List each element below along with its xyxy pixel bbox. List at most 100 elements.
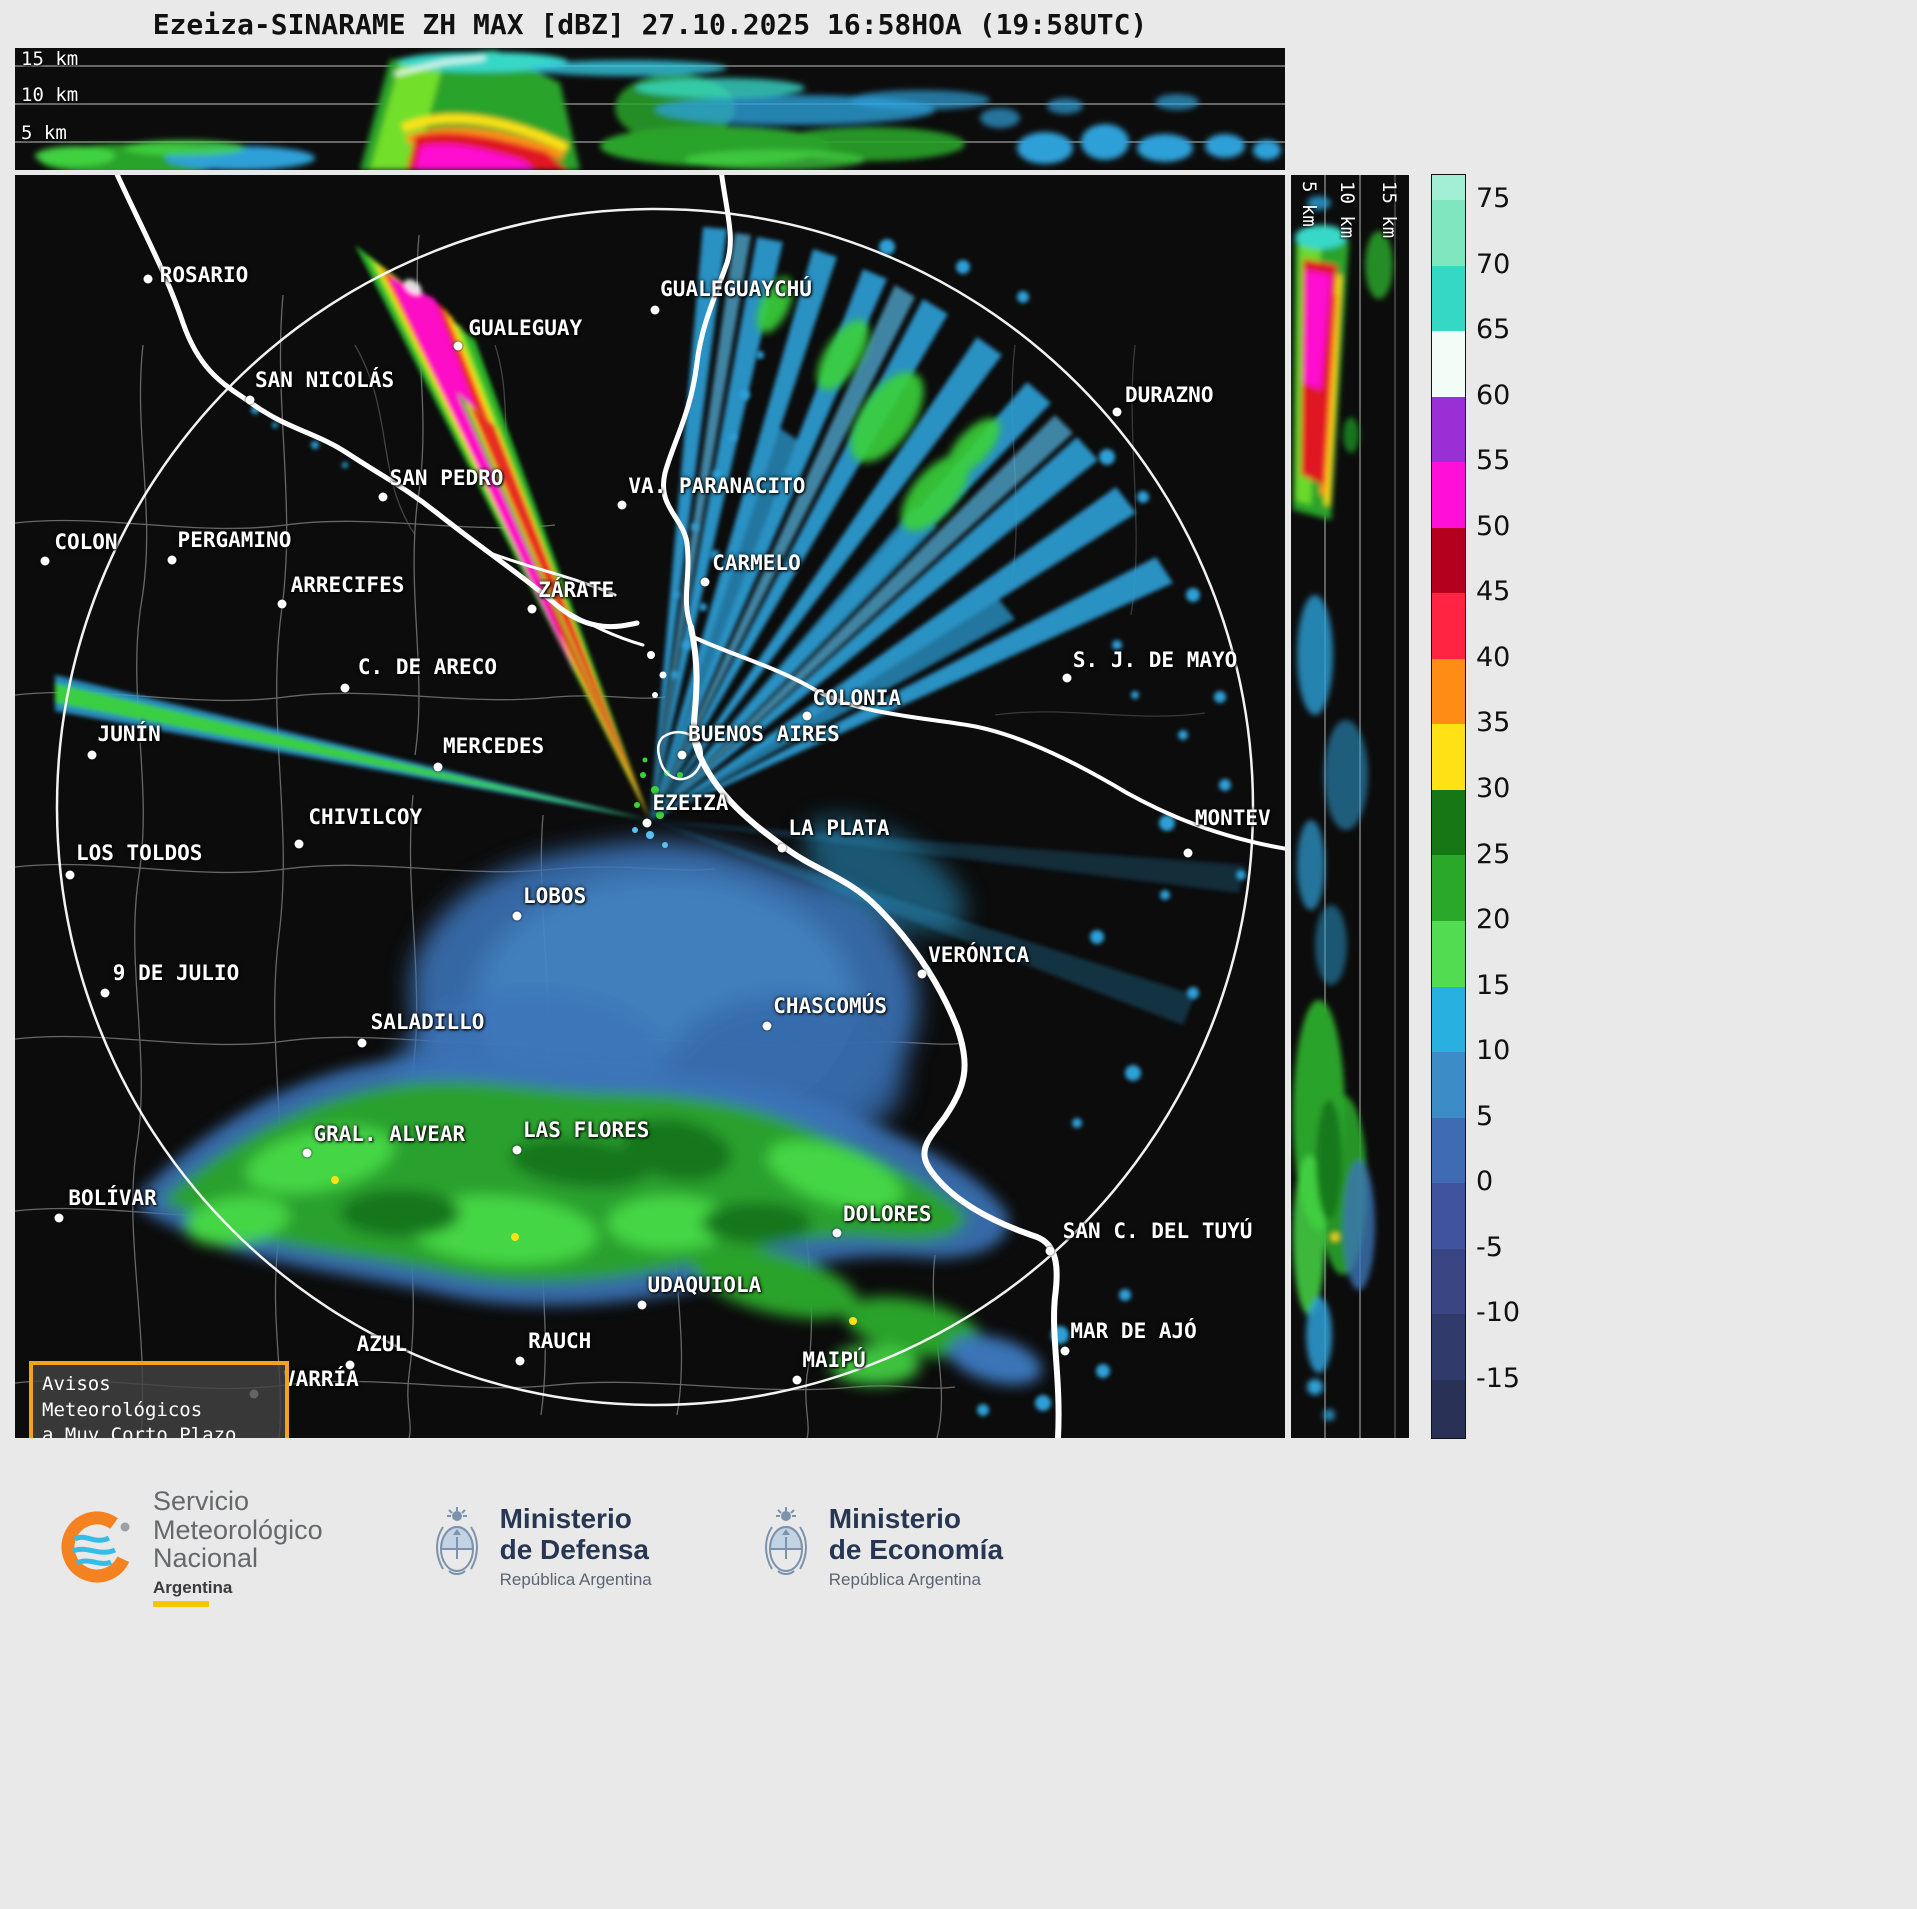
colorbar-segment bbox=[1432, 1379, 1465, 1438]
echo-west-streak bbox=[55, 675, 650, 820]
colorbar-tick-label: -5 bbox=[1476, 1231, 1503, 1263]
city-label: SAN C. DEL TUYÚ bbox=[1062, 1218, 1253, 1243]
city-dot bbox=[917, 969, 927, 979]
colorbar: 75 70 65 60 55 50 45 40 35 30 25 20 15 10 5 0 -5 -10 -15 bbox=[1431, 174, 1572, 1439]
height-label-5km-v: 5 km bbox=[1298, 181, 1320, 227]
city-dot bbox=[637, 1300, 647, 1310]
smn-logo-icon bbox=[61, 1511, 133, 1583]
city-label: SALADILLO bbox=[370, 1010, 485, 1035]
city-label: MONTEV bbox=[1194, 805, 1271, 830]
echo-scattered-dots bbox=[251, 239, 1246, 1416]
colorbar-segment bbox=[1432, 1117, 1465, 1184]
city-label: EZEIZA bbox=[652, 790, 729, 815]
echo-south-green-band bbox=[138, 1057, 1042, 1385]
colorbar-segment bbox=[1432, 175, 1465, 200]
colorbar-tick-label: 30 bbox=[1476, 773, 1511, 804]
city-dot bbox=[143, 274, 153, 284]
city-dot bbox=[642, 818, 652, 828]
city-dot bbox=[617, 500, 627, 510]
defensa-logo-block: Ministerio de Defensa República Argentin… bbox=[428, 1503, 652, 1590]
city-label: C. DE ARECO bbox=[357, 655, 497, 680]
colorbar-segment bbox=[1432, 921, 1465, 987]
argentina-coat-of-arms-icon bbox=[435, 1506, 478, 1575]
city-label: LA PLATA bbox=[788, 815, 890, 840]
cross-section-top-art bbox=[15, 48, 1285, 170]
colorbar-segment bbox=[1432, 658, 1465, 725]
defensa-line2: de Defensa bbox=[499, 1533, 649, 1565]
defensa-line3: República Argentina bbox=[499, 1569, 652, 1589]
height-label-5km: 5 km bbox=[21, 122, 67, 144]
city-label: PERGAMINO bbox=[177, 527, 292, 552]
city-label: RAUCH bbox=[528, 1328, 592, 1353]
colorbar-tick-label: 5 bbox=[1476, 1100, 1494, 1132]
city-dot bbox=[1183, 848, 1193, 858]
rivers-coastline bbox=[114, 175, 1285, 1438]
city-layer: ROSARIO GUALEGUAYCHÚ GUALEGUAY SAN NICOLÁS D… bbox=[15, 175, 1285, 1438]
echo-cross-top bbox=[35, 50, 1281, 170]
city-dot bbox=[677, 750, 687, 760]
warning-box[interactable]: Avisos Meteorológicos a Muy Corto Plazo bbox=[29, 1361, 289, 1438]
city-dot bbox=[832, 1228, 842, 1238]
city-label: GUALEGUAYCHÚ bbox=[660, 276, 812, 301]
colorbar-segment bbox=[1432, 265, 1465, 332]
city-label: MERCEDES bbox=[442, 733, 545, 758]
cross-section-right-art bbox=[1291, 175, 1409, 1438]
city-dot bbox=[167, 555, 177, 565]
city-dot bbox=[302, 1148, 312, 1158]
city-label: VA. PARANACITO bbox=[628, 473, 806, 498]
city-dot bbox=[527, 604, 537, 614]
colorbar-segment bbox=[1432, 1052, 1465, 1118]
colorbar-segment bbox=[1432, 789, 1465, 856]
city-label: ZÁRATE bbox=[538, 578, 615, 603]
city-dot bbox=[1045, 1246, 1055, 1256]
smn-name-line1: Servicio bbox=[153, 1486, 250, 1516]
warning-line-2: a Muy Corto Plazo bbox=[42, 1424, 237, 1438]
footer: Servicio Meteorológico Nacional Argentin… bbox=[0, 1445, 1917, 1909]
city-label: GRAL. ALVEAR bbox=[313, 1121, 466, 1146]
city-label: VERÓNICA bbox=[928, 943, 1030, 968]
colorbar-tick-label: 65 bbox=[1476, 314, 1511, 346]
city-dot bbox=[792, 1375, 802, 1385]
colorbar-segment bbox=[1432, 724, 1465, 790]
city-dot bbox=[802, 711, 812, 721]
city-label: LAS FLORES bbox=[523, 1117, 650, 1142]
colorbar-tick-label: 25 bbox=[1476, 838, 1511, 870]
defensa-line1: Ministerio bbox=[499, 1503, 632, 1535]
city-dot bbox=[1062, 673, 1072, 683]
city-label: CARMELO bbox=[712, 550, 801, 575]
city-dot bbox=[650, 305, 660, 315]
city-dot bbox=[1112, 407, 1122, 417]
city-label: GUALEGUAY bbox=[468, 315, 583, 340]
colorbar-tick-label: 0 bbox=[1476, 1166, 1494, 1198]
argentina-coat-of-arms-icon bbox=[764, 1506, 807, 1575]
city-dot bbox=[245, 395, 255, 405]
colorbar-tick-label: 10 bbox=[1476, 1035, 1511, 1067]
colorbar-segment bbox=[1432, 986, 1465, 1053]
warning-line-1: Avisos Meteorológicos bbox=[42, 1373, 203, 1421]
colorbar-segment bbox=[1432, 1183, 1465, 1249]
city-dot bbox=[294, 839, 304, 849]
smn-logo-block: Servicio Meteorológico Nacional Argentin… bbox=[55, 1487, 323, 1607]
city-dot bbox=[433, 762, 443, 772]
range-ring bbox=[55, 207, 1255, 1407]
city-dot bbox=[515, 1356, 525, 1366]
city-label: CHASCOMÚS bbox=[773, 993, 887, 1018]
page-title: Ezeiza-SINARAME ZH MAX [dBZ] 27.10.2025 … bbox=[152, 8, 1148, 41]
height-label-10km: 10 km bbox=[21, 84, 79, 106]
city-dot bbox=[378, 492, 388, 502]
city-label: SAN PEDRO bbox=[389, 466, 504, 491]
radar-map-panel: ROSARIO GUALEGUAYCHÚ GUALEGUAY SAN NICOLÁS D… bbox=[15, 175, 1285, 1438]
echo-center-speckle bbox=[632, 757, 683, 848]
economia-logo-block: Ministerio de Economía República Argenti… bbox=[757, 1503, 1003, 1590]
city-label: ARRECIFES bbox=[290, 573, 405, 598]
colorbar-tick-label: 35 bbox=[1476, 707, 1511, 739]
city-dot bbox=[54, 1213, 64, 1223]
city-dot bbox=[762, 1021, 772, 1031]
colorbar-tick-label: 50 bbox=[1476, 510, 1511, 542]
city-label: DURAZNO bbox=[1124, 382, 1214, 407]
echo-nw-interference-spike bbox=[355, 245, 650, 820]
city-dot bbox=[345, 1360, 355, 1370]
economia-line3: República Argentina bbox=[828, 1569, 981, 1589]
city-label: UDAQUIOLA bbox=[647, 1273, 762, 1298]
